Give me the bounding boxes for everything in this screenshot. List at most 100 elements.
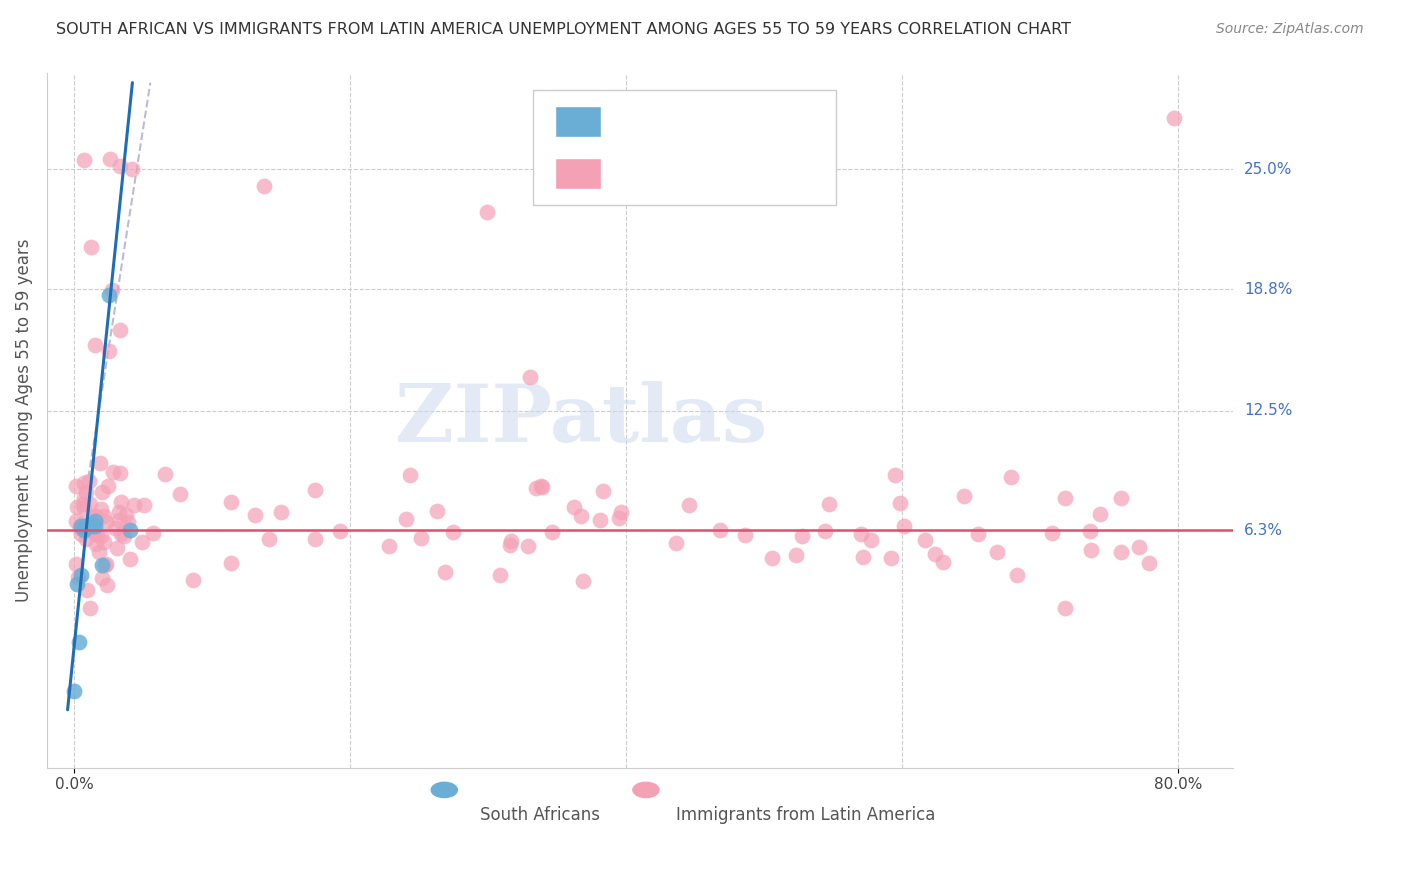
- Point: [889, 496, 911, 510]
- Point: [79, 601, 101, 615]
- Point: [399, 467, 422, 482]
- Point: [80, 240, 103, 254]
- Point: [89, 456, 111, 470]
- Point: [94, 558, 117, 572]
- Point: [409, 532, 432, 546]
- Point: [709, 523, 731, 537]
- Point: [1000, 470, 1022, 484]
- FancyBboxPatch shape: [554, 159, 600, 189]
- Point: [70, 526, 93, 541]
- Point: [499, 539, 522, 553]
- Point: [65, 515, 87, 529]
- Point: [304, 483, 326, 497]
- Circle shape: [633, 782, 659, 797]
- Point: [118, 524, 141, 538]
- Point: [104, 521, 127, 535]
- Point: [132, 498, 155, 512]
- Point: [77, 517, 100, 532]
- Point: [83, 525, 105, 540]
- Point: [1040, 526, 1063, 541]
- Point: [93, 508, 115, 523]
- Point: [243, 508, 266, 522]
- Point: [219, 557, 242, 571]
- Point: [73, 153, 96, 168]
- Text: Immigrants from Latin America: Immigrants from Latin America: [675, 805, 935, 824]
- Point: [79, 497, 101, 511]
- Point: [122, 498, 145, 512]
- Point: [105, 541, 128, 555]
- Point: [734, 528, 756, 542]
- Point: [541, 524, 564, 539]
- FancyBboxPatch shape: [533, 90, 835, 205]
- Point: [96, 557, 118, 571]
- Point: [80, 519, 103, 533]
- Point: [90, 502, 112, 516]
- Point: [84, 519, 107, 533]
- Point: [253, 179, 276, 194]
- Point: [142, 526, 165, 541]
- Point: [884, 467, 907, 482]
- Y-axis label: Unemployment Among Ages 55 to 59 years: Unemployment Among Ages 55 to 59 years: [15, 238, 32, 602]
- Point: [97, 479, 120, 493]
- Text: 18.8%: 18.8%: [1244, 282, 1292, 297]
- Point: [441, 524, 464, 539]
- Point: [1054, 491, 1077, 505]
- Point: [84, 513, 107, 527]
- Point: [70, 519, 93, 533]
- Text: SOUTH AFRICAN VS IMMIGRANTS FROM LATIN AMERICA UNEMPLOYMENT AMONG AGES 55 TO 59 : SOUTH AFRICAN VS IMMIGRANTS FROM LATIN A…: [56, 22, 1071, 37]
- Point: [67, 570, 90, 584]
- FancyBboxPatch shape: [554, 106, 600, 136]
- Point: [967, 527, 990, 541]
- Point: [665, 536, 688, 550]
- Point: [1111, 491, 1133, 505]
- Point: [121, 161, 143, 176]
- Point: [75, 533, 97, 547]
- Point: [90, 529, 112, 543]
- Point: [72, 500, 94, 515]
- Point: [91, 558, 114, 572]
- Point: [329, 524, 352, 538]
- Point: [1128, 540, 1150, 554]
- Point: [924, 547, 946, 561]
- Point: [814, 524, 837, 538]
- Point: [1139, 557, 1161, 571]
- Point: [91, 485, 114, 500]
- Text: 12.5%: 12.5%: [1244, 403, 1292, 418]
- Point: [1078, 524, 1101, 539]
- Point: [110, 467, 132, 481]
- Point: [77, 519, 100, 533]
- Text: N =  16: N = 16: [735, 112, 803, 129]
- Point: [73, 491, 96, 505]
- Point: [986, 545, 1008, 559]
- Text: R = 0.003: R = 0.003: [616, 163, 707, 181]
- Point: [73, 475, 96, 490]
- Point: [219, 495, 242, 509]
- Point: [69, 518, 91, 533]
- Point: [73, 524, 96, 538]
- Point: [589, 513, 612, 527]
- Text: N = 138: N = 138: [735, 163, 808, 181]
- Point: [86, 528, 108, 542]
- Point: [155, 467, 177, 481]
- Point: [86, 509, 108, 524]
- Point: [69, 521, 91, 535]
- Point: [395, 512, 418, 526]
- Point: [1109, 545, 1132, 559]
- Point: [1080, 542, 1102, 557]
- Point: [93, 535, 115, 549]
- Point: [131, 534, 153, 549]
- Point: [90, 571, 112, 585]
- Point: [65, 479, 87, 493]
- Point: [761, 550, 783, 565]
- Text: Source: ZipAtlas.com: Source: ZipAtlas.com: [1216, 22, 1364, 37]
- Point: [97, 288, 120, 302]
- Point: [72, 516, 94, 530]
- Point: [499, 534, 522, 549]
- Point: [678, 499, 700, 513]
- Point: [84, 514, 107, 528]
- Point: [893, 519, 915, 533]
- Point: [852, 549, 875, 564]
- Point: [575, 148, 598, 162]
- Point: [562, 500, 585, 514]
- Point: [592, 483, 614, 498]
